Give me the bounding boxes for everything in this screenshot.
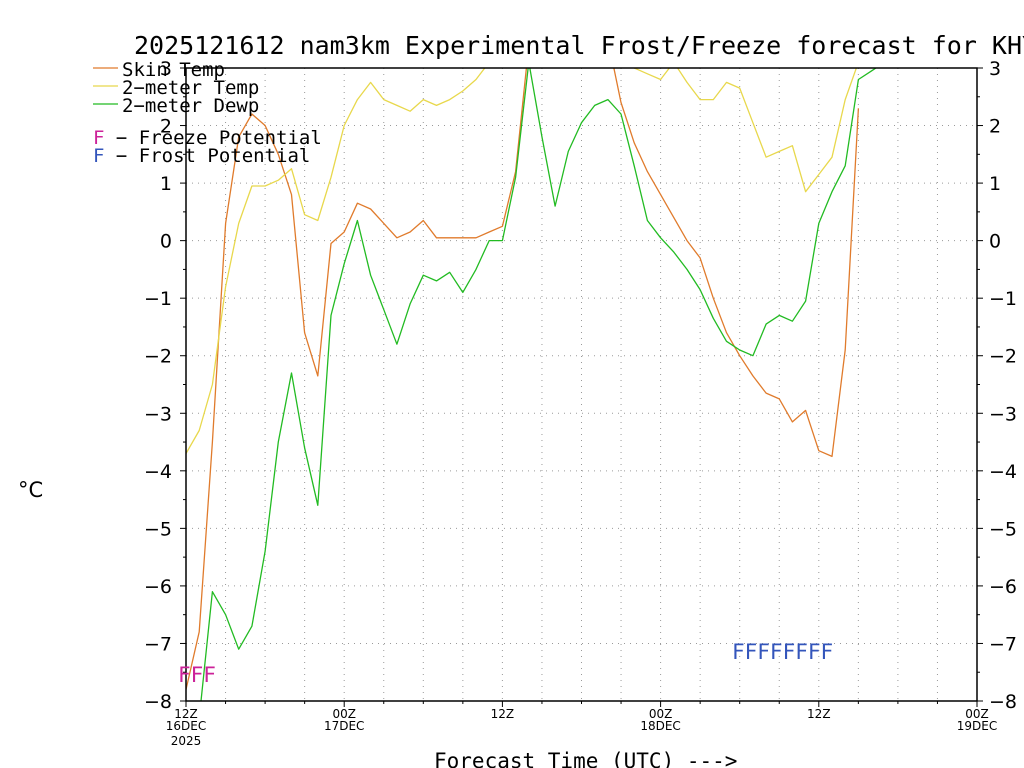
legend-label-2m-temp: 2−meter Temp [122, 77, 259, 99]
y-tick-label-left: −8 [144, 691, 172, 713]
legend-freeze-text: − Freeze Potential [104, 127, 321, 149]
y-tick-label-right: −6 [989, 576, 1017, 598]
x-tick-label-date: 19DEC [957, 719, 997, 733]
legend-label-2m-dewp: 2−meter Dewp [122, 95, 259, 117]
y-tick-label-right: 0 [989, 231, 1001, 253]
x-tick-label-hour: 00Z [332, 707, 356, 721]
y-tick-label-left: −2 [144, 346, 172, 368]
legend-frost-text: − Frost Potential [104, 145, 310, 167]
y-tick-label-left: 3 [160, 58, 172, 80]
y-tick-label-right: 1 [989, 173, 1001, 195]
series-line-2 [200, 68, 878, 701]
legend-frost-letter: F [93, 145, 104, 167]
legend-label-skin-temp: Skin Temp [122, 59, 225, 81]
x-tick-label-hour: 12Z [174, 707, 198, 721]
y-tick-label-left: −6 [144, 576, 172, 598]
y-axis-label: °C [18, 478, 43, 502]
y-tick-label-right: 2 [989, 116, 1001, 138]
y-tick-label-left: −3 [144, 403, 172, 425]
series-line-1 [186, 68, 858, 454]
series-layer [186, 68, 878, 701]
y-tick-label-right: −3 [989, 403, 1017, 425]
y-tick-label-right: −2 [989, 346, 1017, 368]
y-tick-label-left: −1 [144, 288, 172, 310]
legend-freeze-potential: F − Freeze Potential [93, 127, 322, 149]
x-tick-label-hour: 00Z [965, 707, 989, 721]
x-tick-label-date: 18DEC [640, 719, 680, 733]
x-tick-label-hour: 12Z [491, 707, 515, 721]
y-tick-label-left: −5 [144, 518, 172, 540]
legend: Skin Temp 2−meter Temp 2−meter Dewp F − … [93, 59, 322, 167]
legend-freeze-letter: F [93, 127, 104, 149]
y-tick-label-left: 0 [160, 231, 172, 253]
y-axis-ticks: −8 −8 −7 −7 −6 −6 −5 −5 −4 −4 −3 −3 −2 −2 −1 −1 0 0 1 1 2 2 3 3 [144, 58, 1017, 713]
x-tick-label-year: 2025 [171, 734, 202, 748]
y-tick-label-right: 3 [989, 58, 1001, 80]
y-tick-label-left: 2 [160, 116, 172, 138]
x-tick-label-date: 17DEC [324, 719, 364, 733]
y-tick-label-right: −1 [989, 288, 1017, 310]
chart-title: 2025121612 nam3km Experimental Frost/Fre… [134, 31, 1024, 60]
x-tick-label-hour: 12Z [807, 707, 831, 721]
y-tick-label-right: −5 [989, 518, 1017, 540]
frost-potential-marks: FFFFFFFF [732, 640, 833, 664]
legend-frost-potential: F − Frost Potential [93, 145, 310, 167]
freeze-potential-marks: FFF [178, 663, 216, 687]
y-tick-label-left: −4 [144, 461, 172, 483]
y-tick-label-right: −4 [989, 461, 1017, 483]
x-axis-label: Forecast Time (UTC) ---> [434, 749, 737, 768]
x-tick-label-date: 16DEC [166, 719, 206, 733]
y-tick-label-right: −7 [989, 633, 1017, 655]
x-tick-label-hour: 00Z [649, 707, 673, 721]
y-tick-label-left: 1 [160, 173, 172, 195]
y-tick-label-right: −8 [989, 691, 1017, 713]
y-tick-label-left: −7 [144, 633, 172, 655]
series-line-0 [186, 68, 860, 690]
